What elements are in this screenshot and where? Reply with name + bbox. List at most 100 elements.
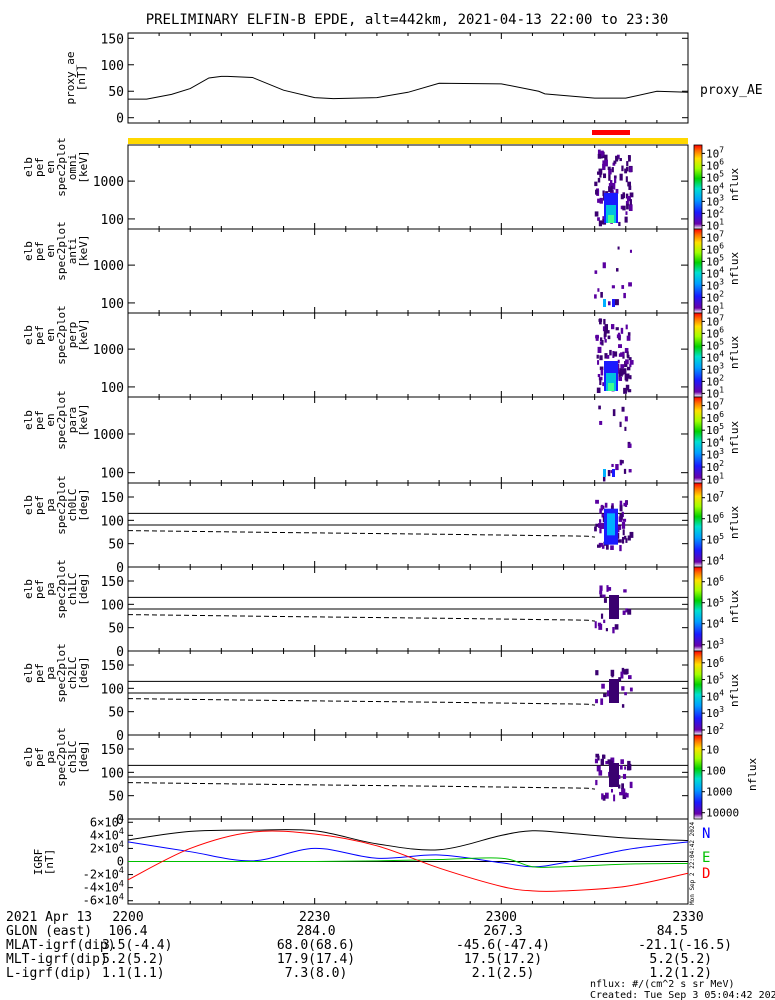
loss-cone-dashed <box>127 530 596 538</box>
colorbar-tick-label: 105 <box>706 595 724 610</box>
spectrogram-pixel <box>622 518 627 522</box>
spectrogram-pixel <box>617 359 620 364</box>
y-axis-label: elbpefpaspec2plotch3LC[deg] <box>22 727 90 787</box>
spectrogram-pixel <box>626 203 629 210</box>
spectrogram-pixel <box>625 201 629 206</box>
spectrogram-pixel <box>598 168 603 175</box>
spectrogram-pixel <box>600 698 604 705</box>
colorbar <box>693 566 703 652</box>
spectrogram-pixel <box>627 760 631 768</box>
ephemeris-value: 68.0(68.6) <box>277 938 355 953</box>
spectrogram-pixel <box>628 185 632 190</box>
spectrogram-pixel <box>621 704 625 708</box>
pitch-angle-panel: 150 100 50 0 elbpefpaspec2plotch1LC[deg] 103 1… <box>22 559 741 660</box>
spectrogram-pixel <box>594 211 599 217</box>
spectrogram-pixel <box>619 368 623 375</box>
ephemeris-value: -21.1(-16.5) <box>638 938 732 953</box>
y-tick-label: 0 <box>116 112 124 127</box>
spectrogram-pixel <box>595 335 599 339</box>
colorbar-tick-label: 101 <box>706 217 724 232</box>
colorbar <box>693 144 703 230</box>
spectrogram-pixel <box>617 784 621 789</box>
colorbar-label: nflux <box>728 168 741 201</box>
spectrogram-pixel <box>606 690 611 697</box>
spectrogram-pixel <box>620 194 624 200</box>
igrf-series-total <box>127 829 689 851</box>
ephemeris-value: 1.2(1.2) <box>649 966 712 981</box>
colorbar-label: nflux <box>728 590 741 623</box>
spectrogram-pixel <box>603 598 607 603</box>
spectrogram-pixel <box>625 668 629 675</box>
y-axis-label: elbpefenspec2plotperp[keV] <box>22 305 90 365</box>
spectrogram-pixel <box>625 211 628 215</box>
colorbar-tick-label: 105 <box>706 169 724 184</box>
spectrogram-pixel <box>594 526 597 532</box>
ephemeris-value: 7.3(8.0) <box>285 966 348 981</box>
y-tick-label: 1000 <box>93 343 124 358</box>
spectrogram-pixel <box>596 354 599 359</box>
spectrogram-pixel <box>598 623 603 630</box>
spectrogram-pixel <box>606 585 609 592</box>
proxy-ae-legend: proxy_AE <box>700 83 763 98</box>
spectrogram-pixel <box>598 220 603 227</box>
spectrogram-pixel <box>619 545 622 552</box>
y-tick-label: 0 <box>116 645 124 660</box>
colorbar <box>693 312 703 398</box>
spectrogram-pixel <box>613 794 616 802</box>
y-tick-label: 150 <box>101 32 124 47</box>
spectrogram-pixel <box>622 529 625 536</box>
pitch-angle-core <box>607 513 615 536</box>
spectrogram-pixel <box>627 608 632 615</box>
loss-cone-dashed <box>127 782 596 790</box>
spectrogram-pixel <box>594 270 598 274</box>
colorbar-tick-label: 101 <box>706 385 724 400</box>
spectrogram-pixel <box>595 699 598 704</box>
y-tick-label: 100 <box>101 381 124 396</box>
spectrogram-pixel <box>600 613 604 619</box>
spectrogram-pixel <box>617 246 620 250</box>
spectrogram-pixel <box>621 686 625 691</box>
y-tick-label: 0 <box>116 729 124 744</box>
y-tick-label: 1000 <box>93 175 124 190</box>
spectrogram-pixel <box>628 155 631 162</box>
y-axis-label: elbpefenspec2plotomni[keV] <box>22 137 90 197</box>
colorbar-tick-label: 106 <box>706 655 724 670</box>
spectrogram-pixel <box>618 677 622 682</box>
spectrogram-pixel <box>624 500 628 507</box>
spectrogram-pixel <box>597 217 600 221</box>
spectrogram-pixel <box>624 373 629 381</box>
colorbar-tick-label: 106 <box>706 574 724 589</box>
spectrogram-pixel <box>597 360 600 365</box>
y-tick-label: 100 <box>101 766 124 781</box>
spectrogram-pixel <box>627 332 631 336</box>
y-tick-label: 100 <box>101 598 124 613</box>
spectrogram-pixel <box>607 759 612 764</box>
colorbar-tick-label: 106 <box>706 410 724 425</box>
spectrogram-pixel <box>625 538 628 543</box>
spectrogram-pixel <box>612 627 615 634</box>
y-tick-label: 50 <box>108 538 124 553</box>
spectrogram-pixel <box>606 330 610 334</box>
spectrogram-core <box>603 299 606 307</box>
created-timestamp: Created: Tue Sep 3 05:04:42 2024 <box>590 990 775 1000</box>
colorbar-label: nflux <box>728 506 741 539</box>
ephemeris-value: 1.1(1.1) <box>102 966 165 981</box>
spectrogram-pixel <box>613 160 617 164</box>
spectrogram-pixel <box>625 167 629 172</box>
spectrogram-pixel <box>609 349 612 356</box>
state-bar <box>128 138 688 144</box>
spectrogram-pixel <box>595 753 600 758</box>
spectrogram-pixel <box>604 792 609 799</box>
colorbar <box>693 734 703 820</box>
spectrogram-pixel <box>622 610 626 615</box>
spectrogram-pixel <box>601 339 604 346</box>
pitch-angle-panel: 150 100 50 0 elbpefpaspec2plotch0LC[deg] 104 1… <box>22 475 741 576</box>
colorbar <box>693 396 703 484</box>
spectrogram-pixel <box>599 318 602 325</box>
spectrogram-pixel <box>602 163 606 171</box>
spectrogram-pixel <box>610 505 614 510</box>
spectrogram-pixel <box>603 693 607 698</box>
spectrogram-pixel <box>602 216 605 223</box>
spectrogram-pixel <box>605 542 609 550</box>
ephemeris-value: 2.1(2.5) <box>472 966 535 981</box>
